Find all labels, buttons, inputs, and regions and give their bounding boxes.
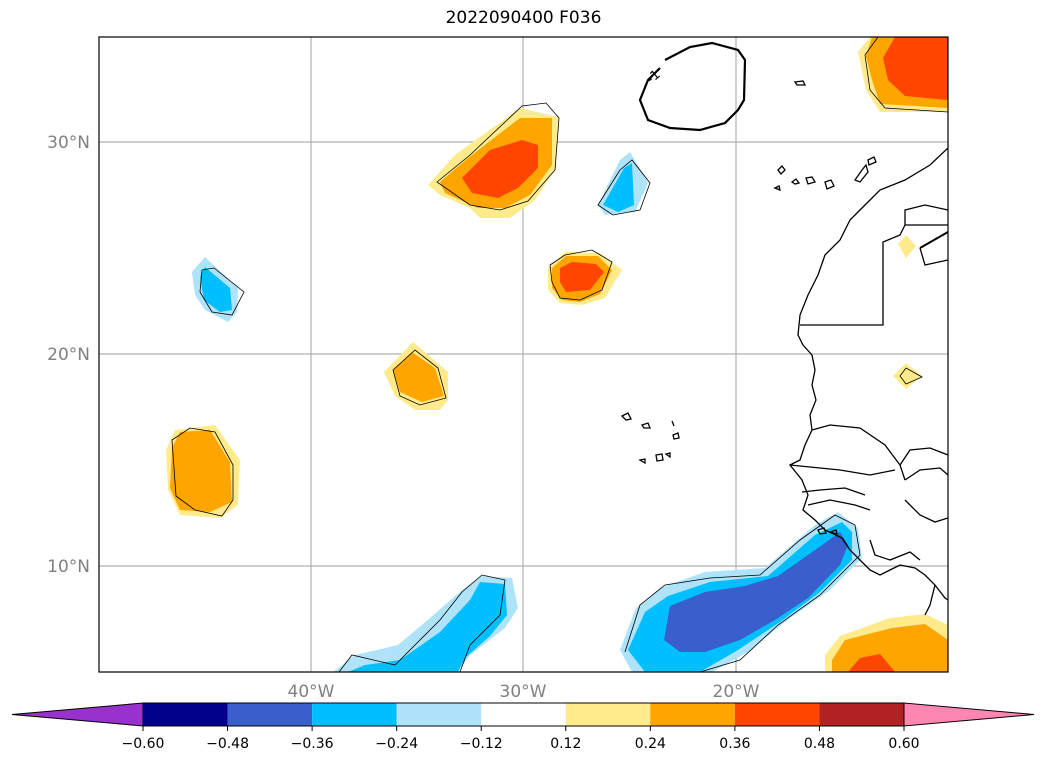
colorbar-tick-label: −0.12: [460, 736, 503, 752]
negative-anomaly-southeast: [620, 512, 862, 672]
lat-label-30n: 30°N: [47, 133, 90, 153]
positive-anomaly-southeast: [825, 614, 948, 672]
positive-anomaly-coast: [893, 235, 922, 389]
colorbar-segment: [650, 703, 735, 726]
contour-minus-one: -1: [638, 41, 747, 132]
colorbar-segment: [143, 703, 228, 726]
colorbar-under-extend: [11, 702, 144, 727]
map-area: -1: [99, 37, 948, 672]
coastlines: [620, 80, 948, 616]
lat-label-10n: 10°N: [47, 557, 90, 577]
lon-label-40w: 40°W: [288, 682, 335, 702]
negative-anomaly-north: [598, 152, 648, 215]
colorbar-tick-label: −0.48: [206, 736, 249, 752]
lon-label-30w: 30°W: [500, 682, 547, 702]
negative-anomaly-west: [192, 257, 238, 322]
colorbar-tick-label: 0.60: [888, 736, 919, 752]
colorbar-tick-label: 0.36: [719, 736, 750, 752]
map-frame: [98, 36, 949, 673]
positive-anomaly-northeast: [858, 37, 948, 112]
colorbar-segment: [312, 703, 397, 726]
lat-label-20n: 20°N: [47, 345, 90, 365]
thin-contours: [171, 37, 948, 672]
positive-anomaly-center: [548, 252, 622, 305]
colorbar-tick-label: 0.24: [635, 736, 666, 752]
lon-label-20w: 20°W: [713, 682, 760, 702]
colorbar: −0.60 −0.48 −0.36 −0.24 −0.12 0.12 0.24 0.36 0.4…: [11, 702, 1035, 752]
colorbar-tick-label: −0.36: [291, 736, 334, 752]
colorbar-segment: [396, 703, 482, 726]
colorbar-segment: [819, 703, 904, 726]
colorbar-tick-label: −0.24: [375, 736, 418, 752]
positive-anomaly-north-center: [428, 108, 558, 218]
positive-anomaly-mid-atlantic: [384, 342, 448, 410]
colorbar-tick-label: −0.60: [122, 736, 165, 752]
map-title: 2022090400 F036: [445, 8, 602, 28]
colorbar-frame: [142, 702, 905, 727]
colorbar-tick-label: 0.48: [804, 736, 835, 752]
latitude-labels: 30°N 20°N 10°N: [47, 133, 90, 577]
positive-anomaly-west: [166, 425, 240, 518]
colorbar-segment: [481, 703, 566, 726]
colorbar-segment: [227, 703, 313, 726]
colorbar-tick-label: 0.12: [550, 736, 581, 752]
longitude-labels: 40°W 30°W 20°W: [288, 682, 760, 702]
colorbar-segment: [565, 703, 651, 726]
colorbar-segment: [734, 703, 820, 726]
negative-anomaly-southwest: [333, 576, 518, 672]
colorbar-over-extend: [903, 702, 1035, 727]
